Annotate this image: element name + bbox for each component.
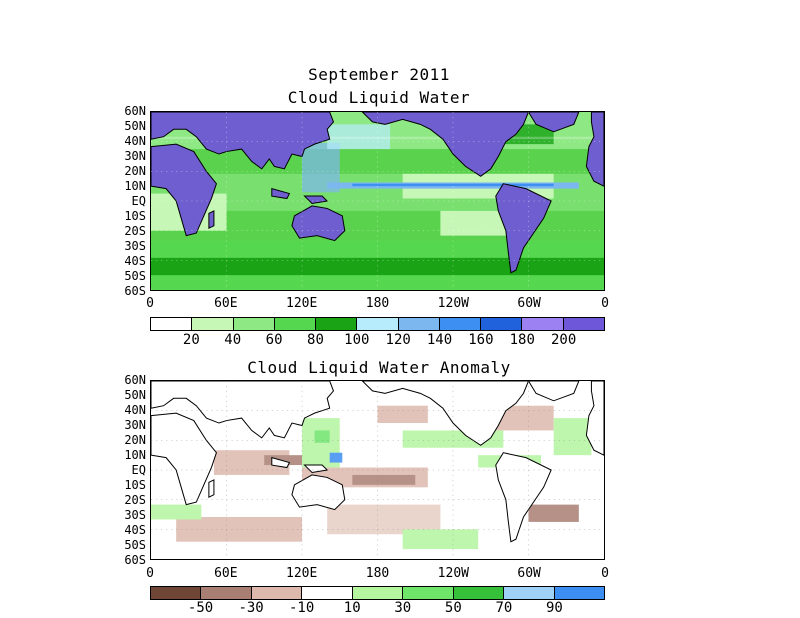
top-colorbar-swatch: [522, 318, 564, 330]
top-lat-label: 20S: [124, 224, 146, 238]
top-lon-label: 60E: [214, 296, 238, 311]
top-lat-label: 40S: [124, 254, 146, 268]
bottom-colorbar-label: 30: [394, 600, 412, 616]
bottom-colorbar-swatch: [251, 587, 303, 599]
bottom-lon-label: 180: [365, 566, 390, 581]
bottom-lon-label: 60W: [517, 566, 541, 581]
top-colorbar-label: 80: [307, 332, 324, 348]
top-colorbar-label: 100: [344, 332, 370, 348]
top-lon-label: 0: [601, 296, 609, 311]
top-panel-title: Cloud Liquid Water: [287, 88, 471, 107]
bottom-colorbar-swatch: [453, 587, 505, 599]
top-colorbar-label: 140: [426, 332, 453, 348]
bottom-lat-label: 10S: [124, 478, 146, 492]
bottom-colorbar-swatch: [201, 587, 252, 599]
bottom-lat-label: 30S: [124, 508, 146, 522]
top-lon-label: 120W: [437, 296, 469, 311]
top-lon-label: 120E: [286, 296, 318, 311]
top-lat-label: 10N: [124, 179, 146, 193]
bottom-colorbar-label: 90: [546, 600, 563, 616]
top-lat-label: 20N: [124, 164, 146, 178]
top-lat-label: 60N: [124, 104, 146, 118]
top-colorbar-swatch: [151, 318, 193, 330]
bottom-lat-label: 40N: [124, 403, 146, 417]
bottom-colorbar-label: 10: [343, 600, 361, 616]
top-colorbar-swatch: [357, 318, 399, 330]
top-colorbar-swatch: [563, 318, 604, 330]
bottom-colorbar-label: 70: [495, 600, 513, 616]
top-lat-label: 30S: [124, 239, 146, 253]
top-colorbar-label: 200: [550, 332, 577, 348]
main-title: September 2011: [308, 65, 450, 84]
top-lat-label: 40N: [124, 134, 146, 148]
top-lat-label: EQ: [131, 194, 146, 208]
top-lon-label: 180: [365, 296, 390, 311]
bottom-lon-label: 0: [146, 566, 154, 581]
top-colorbar-swatch: [398, 318, 440, 330]
bottom-lat-label: 30N: [124, 418, 146, 432]
top-colorbar-swatch: [316, 318, 358, 330]
bottom-colorbar: [150, 586, 605, 600]
bottom-lon-label: 0: [601, 566, 609, 581]
top-lon-label: 0: [146, 296, 154, 311]
top-colorbar-swatch: [481, 318, 523, 330]
top-colorbar-label: 180: [509, 332, 535, 348]
top-colorbar-swatch: [192, 318, 234, 330]
cloud-liquid-water-anomaly-map: [150, 380, 605, 560]
bottom-colorbar-swatch: [504, 587, 555, 599]
top-lon-label: 60W: [517, 296, 541, 311]
bottom-panel-title: Cloud Liquid Water Anomaly: [247, 358, 511, 377]
bottom-colorbar-swatch: [403, 587, 454, 599]
cloud-liquid-water-map: [150, 111, 605, 291]
top-colorbar-swatch: [439, 318, 482, 330]
bottom-colorbar-label: 50: [444, 600, 462, 616]
bottom-lat-label: 50N: [124, 388, 146, 402]
bottom-colorbar-label: -10: [289, 600, 315, 616]
top-colorbar-swatch: [233, 318, 275, 330]
bottom-colorbar-label: -50: [187, 600, 214, 616]
bottom-lat-label: 20N: [124, 433, 146, 447]
top-colorbar-label: 40: [224, 332, 242, 348]
bottom-lon-label: 60E: [214, 566, 238, 581]
bottom-colorbar-swatch: [352, 587, 404, 599]
top-lat-label: 50N: [124, 119, 146, 133]
bottom-lat-label: 20S: [124, 493, 146, 507]
bottom-lon-label: 120E: [286, 566, 318, 581]
top-colorbar-label: 60: [265, 332, 283, 348]
bottom-lat-label: 60N: [124, 373, 146, 387]
bottom-colorbar-swatch: [554, 587, 604, 599]
top-colorbar-label: 120: [385, 332, 411, 348]
top-lat-label: 10S: [124, 209, 146, 223]
top-colorbar: [150, 317, 605, 331]
bottom-lat-label: EQ: [131, 463, 146, 477]
bottom-lat-label: 50S: [124, 538, 146, 552]
top-lat-label: 30N: [124, 149, 146, 163]
top-colorbar-label: 160: [468, 332, 494, 348]
top-colorbar-label: 20: [182, 332, 200, 348]
bottom-lon-label: 120W: [437, 566, 469, 581]
bottom-lat-label: 40S: [124, 523, 146, 537]
cloud-liquid-water-anomaly-map-svg: [151, 381, 604, 559]
bottom-colorbar-swatch: [302, 587, 353, 599]
top-lat-label: 60S: [124, 284, 146, 298]
bottom-lat-label: 60S: [124, 553, 146, 567]
top-lat-label: 50S: [124, 269, 146, 283]
bottom-colorbar-label: -30: [238, 600, 264, 616]
bottom-lat-label: 10N: [124, 448, 146, 462]
top-colorbar-swatch: [274, 318, 317, 330]
bottom-colorbar-swatch: [151, 587, 202, 599]
cloud-liquid-water-map-svg: [151, 112, 604, 290]
